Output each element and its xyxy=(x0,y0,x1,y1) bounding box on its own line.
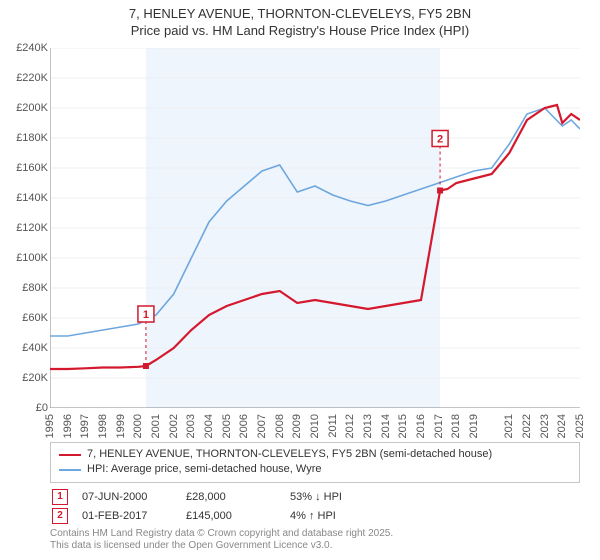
legend-label-hpi: HPI: Average price, semi-detached house,… xyxy=(87,462,321,477)
credits-line-2: This data is licensed under the Open Gov… xyxy=(50,540,580,553)
event-row: 1 07-JUN-2000 £28,000 53% ↓ HPI xyxy=(52,489,580,505)
event-marker-icon: 2 xyxy=(52,508,68,524)
chart-container: 7, HENLEY AVENUE, THORNTON-CLEVELEYS, FY… xyxy=(0,0,600,560)
legend-row-hpi: HPI: Average price, semi-detached house,… xyxy=(59,462,571,477)
x-tick-label: 2024 xyxy=(556,414,568,438)
y-axis: £0£20K£40K£60K£80K£100K£120K£140K£160K£1… xyxy=(10,48,48,408)
x-tick-label: 2015 xyxy=(397,414,409,438)
x-tick-label: 2018 xyxy=(450,414,462,438)
y-tick-label: £40K xyxy=(10,342,48,354)
event-date: 07-JUN-2000 xyxy=(82,491,172,503)
x-tick-label: 2019 xyxy=(468,414,480,438)
x-tick-label: 2016 xyxy=(415,414,427,438)
events-list: 1 07-JUN-2000 £28,000 53% ↓ HPI 2 01-FEB-2017… xyxy=(50,489,580,524)
credits-line-1: Contains HM Land Registry data © Crown c… xyxy=(50,528,580,541)
x-tick-label: 2008 xyxy=(274,414,286,438)
svg-text:1: 1 xyxy=(143,309,149,321)
x-tick-label: 2014 xyxy=(380,414,392,438)
event-row: 2 01-FEB-2017 £145,000 4% ↑ HPI xyxy=(52,508,580,524)
x-tick-label: 2023 xyxy=(539,414,551,438)
y-tick-label: £180K xyxy=(10,132,48,144)
x-tick-label: 2011 xyxy=(327,414,339,438)
x-tick-label: 2007 xyxy=(256,414,268,438)
legend-swatch-hpi xyxy=(59,469,81,471)
event-delta: 53% ↓ HPI xyxy=(290,491,380,503)
y-tick-label: £240K xyxy=(10,42,48,54)
x-tick-label: 2022 xyxy=(521,414,533,438)
plot-area: 12 xyxy=(50,48,580,408)
y-tick-label: £0 xyxy=(10,402,48,414)
title-line-2: Price paid vs. HM Land Registry's House … xyxy=(10,23,590,40)
x-tick-label: 1998 xyxy=(97,414,109,438)
event-marker-icon: 1 xyxy=(52,489,68,505)
event-price: £28,000 xyxy=(186,491,276,503)
event-price: £145,000 xyxy=(186,510,276,522)
x-tick-label: 2001 xyxy=(150,414,162,438)
y-tick-label: £60K xyxy=(10,312,48,324)
x-tick-label: 2013 xyxy=(362,414,374,438)
x-tick-label: 1997 xyxy=(79,414,91,438)
x-tick-label: 1996 xyxy=(62,414,74,438)
x-tick-label: 2000 xyxy=(132,414,144,438)
x-axis: 1995199619971998199920002001200220032004… xyxy=(50,410,580,440)
x-tick-label: 2006 xyxy=(238,414,250,438)
title-block: 7, HENLEY AVENUE, THORNTON-CLEVELEYS, FY… xyxy=(0,0,600,42)
x-tick-label: 2009 xyxy=(291,414,303,438)
y-tick-label: £220K xyxy=(10,72,48,84)
title-line-1: 7, HENLEY AVENUE, THORNTON-CLEVELEYS, FY… xyxy=(10,6,590,23)
x-tick-label: 2025 xyxy=(574,414,586,438)
x-tick-label: 2002 xyxy=(168,414,180,438)
credits: Contains HM Land Registry data © Crown c… xyxy=(50,528,580,553)
x-tick-label: 2010 xyxy=(309,414,321,438)
y-tick-label: £80K xyxy=(10,282,48,294)
legend-row-price-paid: 7, HENLEY AVENUE, THORNTON-CLEVELEYS, FY… xyxy=(59,447,571,462)
x-tick-label: 2005 xyxy=(221,414,233,438)
y-tick-label: £100K xyxy=(10,252,48,264)
legend-swatch-price-paid xyxy=(59,454,81,456)
x-tick-label: 2021 xyxy=(503,414,515,438)
event-date: 01-FEB-2017 xyxy=(82,510,172,522)
x-tick-label: 2004 xyxy=(203,414,215,438)
x-tick-label: 1995 xyxy=(44,414,56,438)
legend-label-price-paid: 7, HENLEY AVENUE, THORNTON-CLEVELEYS, FY… xyxy=(87,447,492,462)
y-tick-label: £160K xyxy=(10,162,48,174)
legend-box: 7, HENLEY AVENUE, THORNTON-CLEVELEYS, FY… xyxy=(50,442,580,483)
event-delta: 4% ↑ HPI xyxy=(290,510,380,522)
svg-text:2: 2 xyxy=(437,134,443,146)
x-tick-label: 2012 xyxy=(344,414,356,438)
y-tick-label: £20K xyxy=(10,372,48,384)
plot-svg: 12 xyxy=(50,48,580,408)
y-tick-label: £120K xyxy=(10,222,48,234)
x-tick-label: 1999 xyxy=(115,414,127,438)
x-tick-label: 2003 xyxy=(185,414,197,438)
y-tick-label: £140K xyxy=(10,192,48,204)
y-tick-label: £200K xyxy=(10,102,48,114)
x-tick-label: 2017 xyxy=(433,414,445,438)
legend-footer: 7, HENLEY AVENUE, THORNTON-CLEVELEYS, FY… xyxy=(50,442,580,553)
